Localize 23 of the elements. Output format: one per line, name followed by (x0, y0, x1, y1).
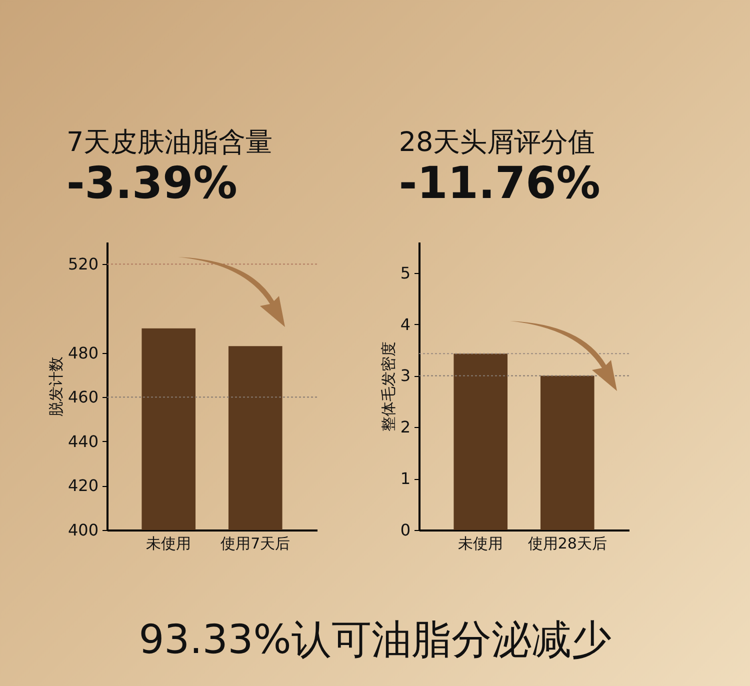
x-tick-label: 使用7天后 (220, 534, 290, 552)
chart-title: 7天皮肤油脂含量 (66, 127, 273, 158)
y-tick-label: 420 (68, 476, 98, 496)
y-tick-label: 2 (400, 418, 410, 437)
y-tick-label: 400 (68, 520, 98, 540)
y-tick-label: 3 (400, 366, 410, 386)
y-tick-label: 520 (68, 254, 98, 274)
chart-title: 28天头屑评分值 (398, 127, 596, 158)
y-tick-label: 4 (400, 314, 410, 334)
x-tick-label: 使用28天后 (528, 534, 607, 552)
y-tick-label: 440 (68, 432, 98, 451)
y-tick-label: 1 (400, 469, 410, 488)
y-tick-label: 5 (400, 263, 410, 282)
chart-subtitle: -3.39% (66, 158, 238, 209)
y-tick-label: 0 (400, 520, 410, 540)
x-tick-label: 未使用 (146, 534, 192, 552)
y-tick-label: 480 (68, 343, 98, 362)
y-tick-label: 460 (68, 388, 98, 407)
chart-subtitle: -11.76% (398, 158, 600, 209)
text: 93.33%认可油脂分泌减少 (138, 616, 612, 665)
y-axis-title: 脱发计数 (46, 356, 65, 416)
x-tick-label: 未使用 (458, 534, 504, 552)
y-axis-title: 整体毛发密度 (379, 342, 398, 432)
